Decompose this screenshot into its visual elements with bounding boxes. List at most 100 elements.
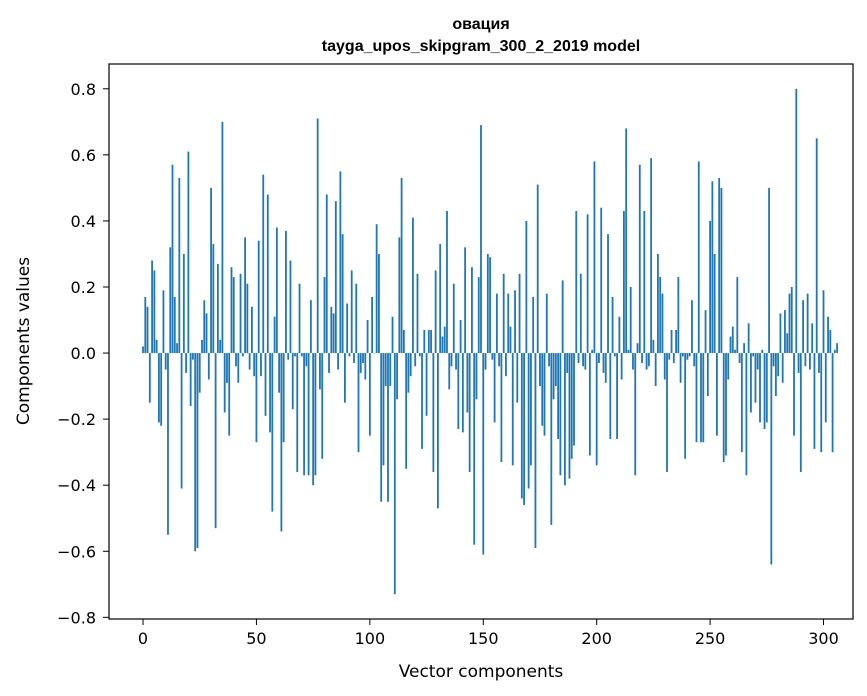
bar-185 [561, 280, 564, 354]
bar-94 [355, 283, 358, 354]
bar-214 [627, 349, 630, 354]
bar-47 [248, 353, 251, 370]
bar-116 [405, 353, 408, 469]
bar-287 [793, 353, 795, 436]
x-tick-label: 100 [355, 629, 386, 648]
bar-28 [205, 313, 208, 354]
bar-100 [368, 353, 371, 436]
bar-173 [534, 353, 537, 548]
bar-37 [226, 353, 228, 383]
bar-301 [824, 353, 827, 423]
x-tick-label: 50 [246, 629, 266, 648]
bar-104 [378, 253, 380, 354]
bar-38 [228, 353, 231, 436]
bar-58 [273, 316, 276, 354]
bar-157 [498, 353, 501, 367]
bar-123 [421, 353, 423, 449]
bar-90 [346, 303, 349, 354]
bar-166 [518, 273, 521, 354]
bar-83 [330, 306, 333, 354]
bar-96 [359, 353, 362, 373]
bar-49 [253, 353, 256, 377]
bar-197 [588, 353, 591, 456]
bar-87 [339, 171, 342, 354]
bar-147 [475, 353, 478, 400]
bar-279 [774, 353, 777, 397]
bar-52 [260, 353, 262, 377]
bar-48 [251, 306, 253, 354]
bar-42 [237, 353, 240, 383]
bar-284 [786, 333, 789, 354]
x-axis-ticks: 0 50 100 150 200 250 300 [138, 619, 839, 648]
bar-304 [831, 353, 834, 453]
bar-7 [158, 353, 160, 423]
bar-242 [691, 300, 693, 354]
bar-172 [532, 296, 535, 354]
bar-220 [641, 353, 643, 363]
bar-138 [455, 353, 457, 370]
bar-20 [187, 151, 190, 354]
bar-57 [271, 353, 274, 512]
bar-141 [461, 353, 464, 433]
bar-278 [772, 353, 775, 367]
bar-81 [325, 194, 328, 354]
bar-281 [779, 313, 782, 354]
bar-164 [514, 290, 516, 354]
bar-196 [586, 214, 589, 354]
x-tick-label: 300 [808, 629, 839, 648]
bar-258 [727, 353, 730, 380]
bars-group [142, 88, 839, 595]
bar-291 [802, 300, 804, 354]
bar-63 [285, 230, 287, 354]
bar-285 [788, 293, 791, 354]
bar-11 [167, 353, 169, 535]
bar-71 [303, 353, 305, 476]
bar-12 [169, 247, 172, 354]
bar-140 [459, 320, 462, 354]
bar-253 [716, 353, 718, 436]
bar-156 [495, 293, 498, 354]
bar-158 [500, 353, 503, 463]
bar-300 [822, 290, 825, 354]
bar-132 [441, 336, 444, 354]
bar-282 [781, 353, 784, 383]
bar-239 [684, 353, 687, 459]
bar-170 [527, 353, 530, 489]
bar-167 [520, 353, 523, 499]
y-tick-label: 0.6 [71, 146, 96, 165]
bar-227 [657, 253, 659, 354]
bar-133 [443, 326, 446, 354]
bar-80 [323, 277, 326, 354]
bar-143 [466, 353, 469, 413]
y-tick-label: 0.8 [71, 80, 96, 99]
bar-222 [645, 353, 648, 370]
bar-207 [611, 296, 614, 354]
bar-203 [602, 353, 605, 373]
bar-230 [663, 353, 666, 380]
bar-245 [697, 161, 700, 354]
bar-35 [221, 121, 224, 354]
y-tick-label: 0.0 [71, 344, 96, 363]
bar-223 [647, 353, 650, 367]
bar-277 [770, 353, 773, 565]
bar-99 [366, 320, 369, 354]
bar-56 [269, 353, 271, 433]
bar-130 [437, 353, 439, 509]
bar-190 [573, 353, 575, 446]
bar-175 [539, 353, 541, 387]
bar-137 [452, 283, 455, 354]
bar-69 [298, 283, 301, 354]
bar-231 [666, 353, 668, 472]
bar-115 [402, 329, 405, 354]
bar-280 [777, 353, 780, 377]
bar-259 [729, 336, 732, 354]
bar-92 [350, 270, 353, 354]
bar-15 [176, 343, 178, 354]
bar-289 [797, 353, 800, 373]
bar-154 [491, 353, 494, 360]
bar-6 [155, 339, 158, 354]
bar-1 [144, 296, 147, 354]
bar-135 [448, 353, 451, 390]
bar-41 [235, 353, 237, 367]
bar-18 [182, 253, 185, 354]
